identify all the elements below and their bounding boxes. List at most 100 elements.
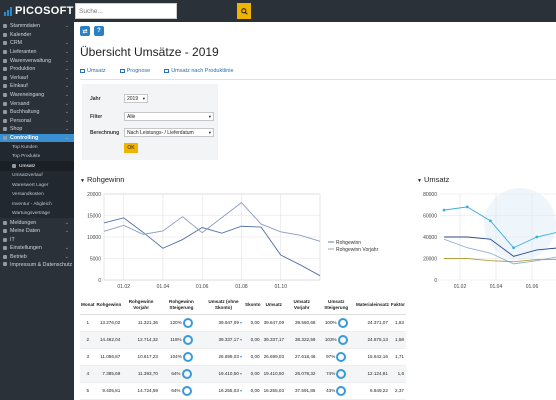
chevron-down-icon: ⌄ [64, 253, 69, 260]
sidebar-item-wartungsverträge[interactable]: Wartungsverträge [0, 208, 74, 219]
help-button[interactable]: ? [94, 26, 104, 36]
sidebar-item-label: Kalender [10, 31, 32, 38]
chevron-down-icon[interactable]: ▾ [238, 337, 242, 342]
sidebar-item-top-produkte[interactable]: Top Produkte [0, 151, 74, 162]
sidebar-item-label: Betrieb [10, 253, 27, 260]
tab-umsatz-produktlinie[interactable]: Umsatz nach Produktlinie [164, 68, 234, 74]
jahr-select[interactable]: 2019 ▾ [124, 94, 148, 103]
search-input[interactable] [75, 3, 177, 19]
column-header[interactable]: Umsatz Vorjahr [286, 296, 318, 315]
column-header[interactable]: Umsatz [261, 296, 287, 315]
table-cell-roh_vj: 11.321,36 [122, 314, 160, 332]
menu-icon [3, 220, 7, 225]
column-header[interactable]: Umsatz (ohne Skonto) [202, 296, 244, 315]
menu-icon [3, 237, 7, 242]
progress-ring-icon [336, 385, 347, 396]
column-header[interactable]: Faktor [389, 296, 406, 315]
table-cell-ums_st: 97% [317, 348, 355, 366]
sidebar-item-warenverwaltung[interactable]: Warenverwaltung ⌄ [0, 56, 74, 65]
sidebar-item-einkauf[interactable]: Einkauf ⌄ [0, 82, 74, 91]
chevron-down-icon[interactable]: ▾ [238, 371, 242, 376]
sidebar-item-impressum-datenschutz[interactable]: Impressum & Datenschutz [0, 261, 74, 275]
table-cell-mat: 6.849,22 [354, 382, 390, 400]
sidebar-item-produktion[interactable]: Produktion ⌄ [0, 65, 74, 74]
percent-value: 97% [326, 354, 336, 359]
column-header[interactable]: Monat [80, 296, 96, 315]
tab-umsatz[interactable]: Umsatz [80, 68, 106, 74]
sidebar-item-umsatzverlauf[interactable]: Umsatzverlauf [0, 170, 74, 181]
filter-select[interactable]: Alle ▾ [124, 112, 214, 121]
y-tick-label: 80000 [423, 192, 437, 198]
column-header[interactable]: Materialeinsatz [354, 296, 390, 315]
percent-indicator: 118% [170, 334, 193, 345]
table-cell-roh: 7.385,69 [95, 365, 123, 383]
sidebar-item-label: Einstellungen [10, 245, 42, 252]
chevron-down-icon[interactable]: ▾ [238, 354, 242, 359]
sidebar-item-top-kunden[interactable]: Top Kunden [0, 142, 74, 152]
app-logo[interactable]: PICOSOFT [0, 0, 74, 22]
sidebar-item-umsatz[interactable]: Umsatz [0, 161, 74, 171]
data-point [465, 205, 469, 209]
section-umsatz[interactable]: ▼ Umsatz [417, 175, 449, 184]
table-cell-ums_vj: 26.078,32 [286, 365, 318, 383]
top-bar [74, 0, 556, 22]
column-header[interactable]: Rohgewinn Vorjahr [122, 296, 160, 315]
sidebar-item-label: Wareneingang [10, 92, 45, 99]
series-line-0 [103, 217, 321, 277]
sidebar-item-personal[interactable]: Personal ⌄ [0, 117, 74, 126]
menu-icon [3, 50, 7, 55]
table-cell-roh: 11.056,87 [95, 348, 123, 366]
sidebar-item-controlling[interactable]: Controlling ⌄ [0, 133, 74, 143]
chevron-down-icon[interactable]: ▾ [238, 388, 242, 393]
y-tick-label: 20000 [87, 192, 101, 198]
ok-button[interactable]: OK [124, 143, 138, 153]
sidebar-item-wareneingang[interactable]: Wareneingang ⌄ [0, 91, 74, 100]
chevron-down-icon: ⌄ [64, 117, 69, 124]
watermark-circle [484, 188, 556, 260]
sidebar-item-crm[interactable]: CRM ⌄ [0, 39, 74, 48]
menu-icon [12, 164, 16, 169]
sidebar-item-shop[interactable]: Shop ⌄ [0, 125, 74, 134]
tab-prognose[interactable]: Prognose [119, 68, 150, 74]
sidebar-nav: Stammdaten ⌄ Kalender CRM ⌄ Lieferanten ⌄ Waren… [0, 22, 74, 275]
menu-icon [3, 229, 7, 234]
column-header[interactable]: Skonto [244, 296, 262, 315]
series-line-3 [444, 258, 556, 263]
table-cell-skonto: 0,00 [244, 382, 262, 400]
sidebar-item-stammdaten[interactable]: Stammdaten ⌄ [0, 22, 74, 31]
sidebar-item-verkauf[interactable]: Verkauf ⌄ [0, 74, 74, 83]
table-cell-ums_vj: 37.591,85 [286, 382, 318, 400]
sidebar-item-kalender[interactable]: Kalender [0, 31, 74, 40]
logo-mark-icon [4, 6, 12, 16]
chevron-down-icon[interactable]: ▾ [238, 320, 242, 325]
data-point [512, 246, 515, 250]
chevron-down-icon: ⌄ [64, 23, 69, 30]
sidebar-item-meldungen[interactable]: Meldungen ⌄ [0, 218, 74, 227]
column-header[interactable]: Rohgewinn [95, 296, 123, 315]
table-cell-ums_st: 43% [317, 382, 355, 400]
search-button[interactable] [237, 3, 251, 19]
sidebar-item-meine-daten[interactable]: Meine Daten ⌄ [0, 227, 74, 236]
series-line-1 [103, 201, 321, 242]
sidebar-item-it[interactable]: IT [0, 236, 74, 245]
sidebar-item-betrieb[interactable]: Betrieb ⌄ [0, 253, 74, 262]
refresh-button[interactable]: ⇄ [80, 26, 90, 36]
data-point [489, 219, 492, 223]
sidebar-item-buchhaltung[interactable]: Buchhaltung ⌄ [0, 108, 74, 117]
search-icon [240, 7, 248, 15]
berechnung-select[interactable]: Nach Leistungs- / Lieferdatum ▾ [124, 128, 214, 137]
sidebar-item-inventur-abgleich[interactable]: Inventur - Abgleich [0, 199, 74, 209]
cell-value: 39.337,17 [218, 337, 239, 342]
column-header[interactable]: Rohgewinn Steigerung [159, 296, 203, 315]
sidebar-item-einstellungen[interactable]: Einstellungen ⌄ [0, 244, 74, 253]
tab-label: Umsatz [87, 68, 106, 74]
sidebar-item-label: Produktion [10, 66, 36, 73]
percent-indicator: 120% [170, 317, 193, 328]
section-rohgewinn[interactable]: ▼ Rohgewinn [80, 175, 124, 184]
sidebar-item-versandkosten[interactable]: Versandkosten [0, 189, 74, 200]
column-header[interactable]: Umsatz Steigerung [317, 296, 355, 315]
percent-indicator: 43% [326, 385, 347, 396]
sidebar-item-wareswert-lager[interactable]: Wareswert Lager [0, 180, 74, 190]
sidebar-item-versand[interactable]: Versand ⌄ [0, 99, 74, 108]
sidebar-item-lieferanten[interactable]: Lieferanten ⌄ [0, 48, 74, 57]
